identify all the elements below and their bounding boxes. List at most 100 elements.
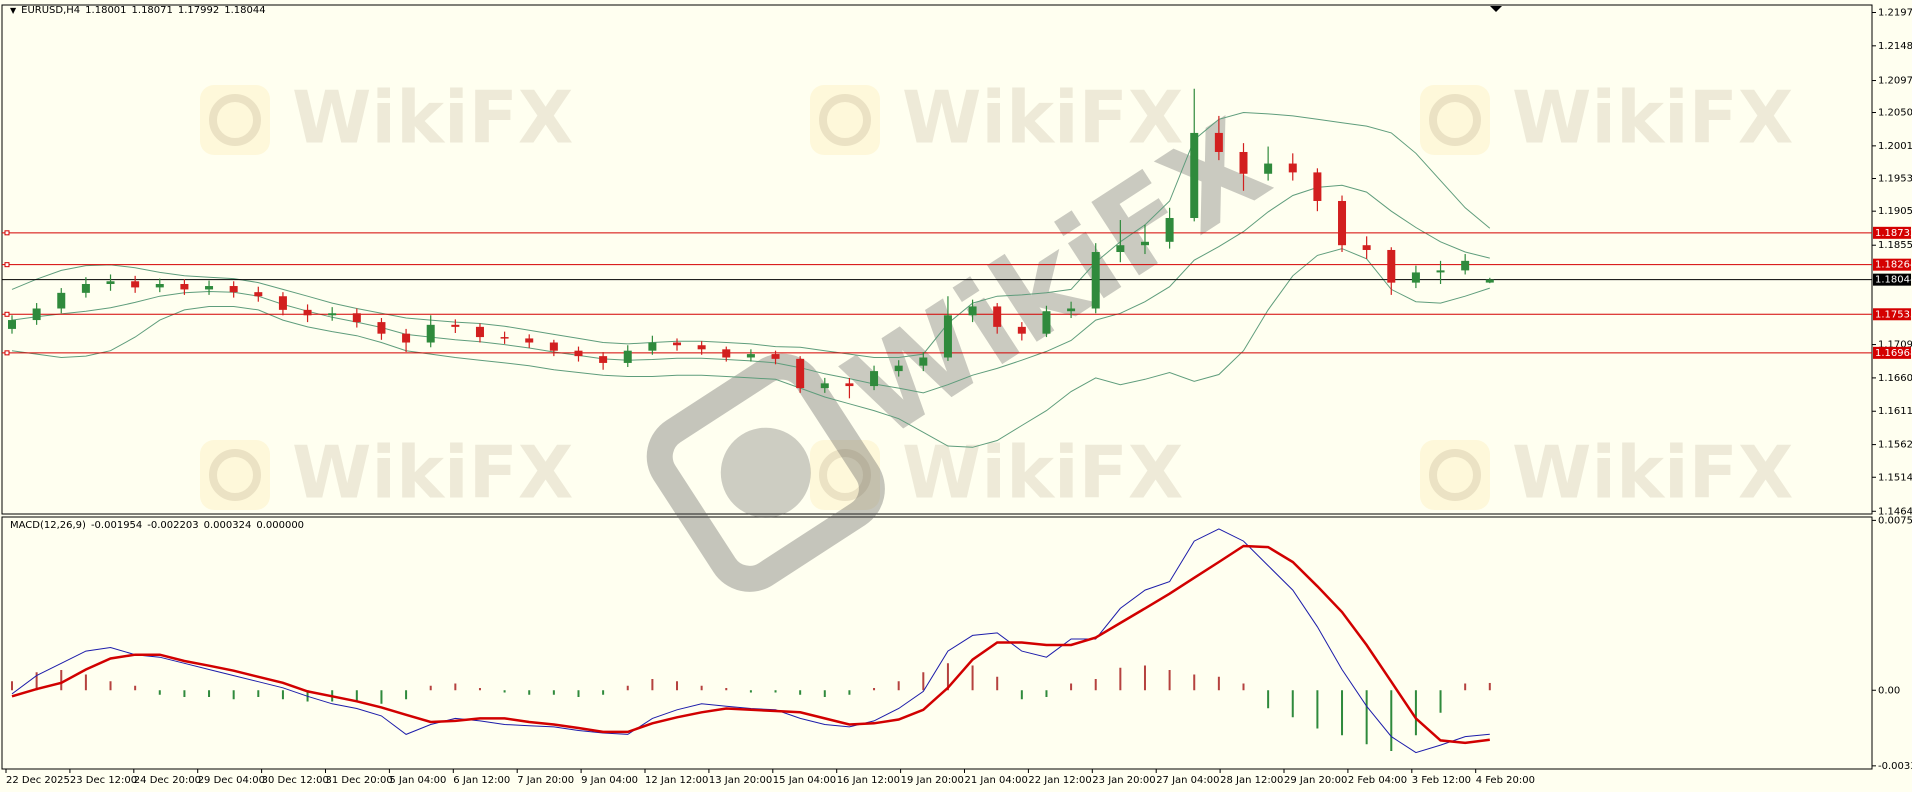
- histogram-bar: [380, 690, 383, 704]
- candle-body: [574, 350, 583, 357]
- watermark-text: WikiFX: [292, 76, 573, 160]
- candle-body: [845, 383, 854, 387]
- level-anchor: [4, 311, 10, 317]
- candle-body: [1091, 252, 1100, 309]
- histogram-bar: [749, 690, 752, 693]
- level-anchor: [4, 350, 10, 356]
- candle-body: [549, 342, 558, 351]
- price-panel-frame: [1, 4, 1873, 515]
- candle-body: [106, 281, 115, 284]
- candle-body: [1165, 217, 1174, 242]
- x-tick-label: 24 Dec 20:00: [134, 775, 201, 786]
- signal-last: -0.002203: [147, 520, 199, 531]
- candle-body: [525, 338, 534, 343]
- candle-body: [722, 349, 731, 358]
- histogram-bar: [897, 681, 900, 691]
- watermark-icon-mark: [819, 449, 871, 501]
- histogram-bar: [1390, 690, 1393, 751]
- histogram-bar: [626, 685, 629, 691]
- histogram-bar: [676, 681, 679, 691]
- y-tick-label: 1.16110: [1878, 406, 1912, 417]
- last-open: 1.18001: [85, 5, 127, 16]
- x-tick-label: 3 Feb 12:00: [1412, 775, 1471, 786]
- x-tick-label: 5 Jan 04:00: [389, 775, 446, 786]
- x-tick-label: 27 Jan 04:00: [1156, 775, 1219, 786]
- histogram-bar: [1414, 690, 1417, 736]
- candle-body: [1411, 272, 1420, 283]
- histogram-bar: [922, 672, 925, 691]
- candle-body: [1461, 260, 1470, 271]
- x-tick-label: 30 Dec 12:00: [262, 775, 329, 786]
- bollinger-band: [11, 111, 1491, 358]
- watermark-icon-mark: [1429, 449, 1481, 501]
- histogram-bar: [454, 683, 457, 691]
- candle-body: [870, 371, 879, 387]
- candle-body: [820, 383, 829, 389]
- watermark-icon: [810, 85, 880, 155]
- candle-body: [475, 326, 484, 338]
- histogram-bar: [1020, 690, 1023, 700]
- histogram-bar: [35, 672, 38, 691]
- candle-body: [1140, 241, 1149, 246]
- histogram-bar: [946, 663, 949, 691]
- histogram-bar: [1439, 690, 1442, 713]
- candle-body: [451, 324, 460, 327]
- candle-body: [278, 296, 287, 310]
- candle-body: [180, 283, 189, 290]
- histogram-bar: [60, 670, 63, 691]
- candle-body: [1362, 245, 1371, 250]
- candle-body: [303, 309, 312, 316]
- histogram-bar: [1143, 665, 1146, 691]
- candle-body: [57, 292, 66, 309]
- histogram-bar: [700, 685, 703, 691]
- candle-body: [500, 337, 509, 339]
- histogram-bar: [848, 690, 851, 695]
- x-tick-label: 6 Jan 12:00: [453, 775, 510, 786]
- candle-body: [943, 315, 952, 358]
- shift-marker: [1490, 6, 1502, 12]
- price-label-box: [1873, 226, 1911, 239]
- candle-body: [771, 354, 780, 359]
- watermark-icon: [810, 440, 880, 510]
- candle-body: [155, 283, 164, 288]
- candle-body: [648, 342, 657, 351]
- watermark-text: WikiFX: [1512, 76, 1793, 160]
- histogram-bar: [355, 690, 358, 702]
- histogram-bar: [996, 676, 999, 691]
- macd-panel-frame: [1, 516, 1873, 770]
- candle-body: [205, 286, 214, 290]
- histogram-bar: [503, 690, 506, 693]
- candle-body: [81, 283, 90, 293]
- histogram-bar: [11, 681, 13, 691]
- histogram-bar: [1094, 679, 1097, 691]
- x-tick-label: 23 Jan 20:00: [1092, 775, 1155, 786]
- watermark-text: WikiFX: [902, 431, 1183, 515]
- histogram-bar: [1291, 690, 1294, 718]
- histogram-bar: [1070, 683, 1073, 691]
- level-anchor: [4, 262, 10, 268]
- histogram-bar: [1168, 670, 1171, 691]
- histogram-bar: [84, 674, 87, 691]
- y-tick-label: -0.00336: [1878, 761, 1912, 772]
- histogram-bar: [281, 690, 284, 700]
- watermark-text: WikiFX: [292, 431, 573, 515]
- x-tick-label: 21 Jan 04:00: [965, 775, 1028, 786]
- histogram-bar: [1119, 667, 1122, 691]
- histogram-bar: [873, 688, 876, 691]
- histogram-bar: [1045, 690, 1048, 697]
- candle-body: [32, 308, 41, 321]
- candle-body: [1042, 311, 1051, 334]
- x-tick-label: 22 Jan 12:00: [1028, 775, 1091, 786]
- candle-body: [402, 333, 411, 343]
- watermark-icon-mark: [209, 94, 261, 146]
- x-tick-label: 31 Dec 20:00: [326, 775, 393, 786]
- candle-body: [1288, 163, 1297, 173]
- last-high: 1.18071: [131, 5, 173, 16]
- watermark-icon-mark: [209, 449, 261, 501]
- histogram-bar: [1365, 690, 1368, 745]
- histogram-bar: [134, 685, 137, 691]
- price-label: 1.18732: [1875, 228, 1912, 239]
- candle-body: [1214, 132, 1223, 152]
